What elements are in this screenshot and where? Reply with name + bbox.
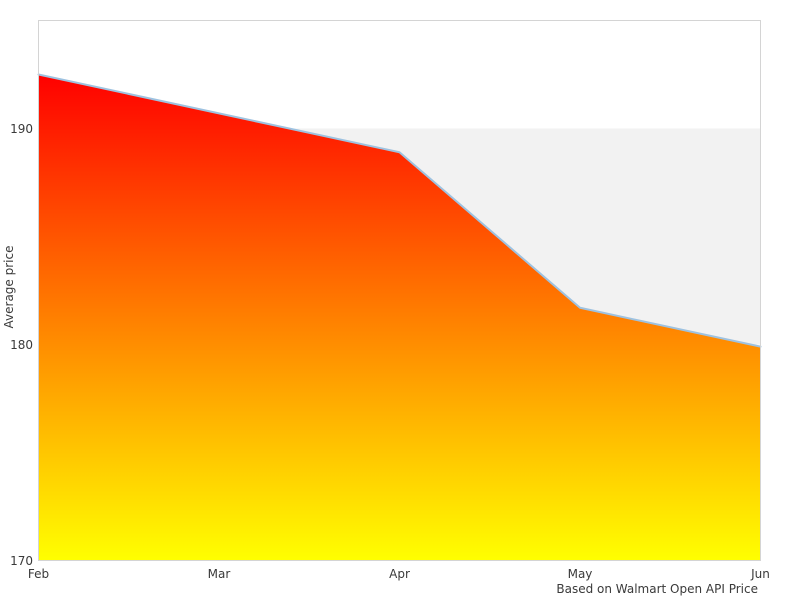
y-tick-label-190: 190 xyxy=(10,121,33,136)
x-tick-label-feb: Feb xyxy=(27,567,50,581)
y-tick-label-170: 170 xyxy=(10,553,33,568)
x-tick-label-jun: Jun xyxy=(751,567,770,581)
price-line xyxy=(37,73,762,348)
price-area-fill xyxy=(38,74,761,561)
plot-border xyxy=(38,20,761,561)
x-tick-label-mar: Mar xyxy=(207,567,231,581)
y-tick-label-180: 180 xyxy=(10,337,33,352)
x-tick-label-may: May xyxy=(567,567,593,581)
x-tick-label-apr: Apr xyxy=(389,567,410,581)
chart-caption: Based on Walmart Open API Price xyxy=(556,582,758,596)
y-axis-title: Average price xyxy=(2,245,16,329)
